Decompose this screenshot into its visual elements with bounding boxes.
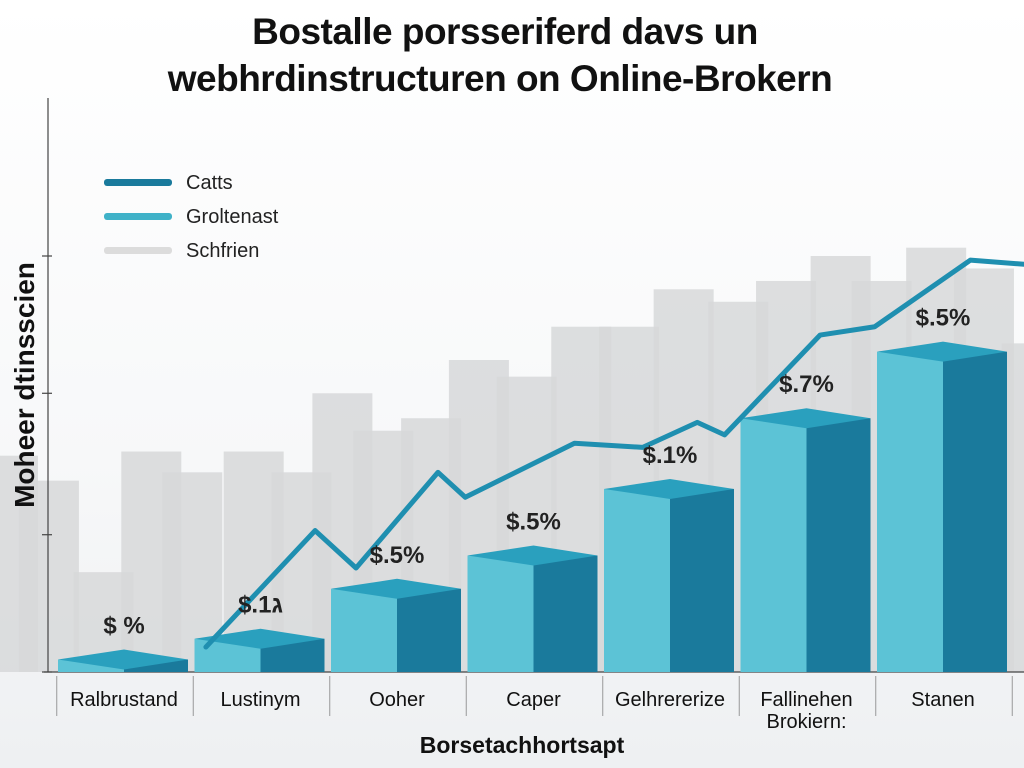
legend-swatch — [104, 247, 172, 254]
x-tick-label: Ooher — [369, 689, 425, 711]
bar-top — [604, 478, 734, 499]
value-label: $.1% — [643, 442, 698, 469]
chart-title-line-2: webhrdinstructuren on Online-Brokern — [167, 58, 833, 99]
bar — [194, 628, 325, 672]
bar-side — [533, 555, 598, 672]
legend: Catts Groltenast Schfrien — [104, 172, 279, 262]
x-axis-label: Borsetachhortsapt — [420, 732, 625, 758]
legend-label: Schfrien — [186, 240, 259, 262]
bar — [740, 408, 871, 672]
x-tick-label: Ralbrustand — [70, 689, 178, 711]
bar-front — [877, 351, 943, 672]
x-tick-label: Stanen — [911, 689, 974, 711]
x-tick-label: Caper — [506, 689, 561, 711]
bar-top — [194, 628, 325, 649]
x-tick-label: Brokiern: — [766, 711, 846, 733]
legend-swatch — [104, 179, 172, 186]
legend-swatch — [104, 213, 172, 220]
bar-side — [943, 351, 1007, 672]
bar-top — [740, 408, 871, 429]
bar-top — [877, 341, 1007, 362]
trend-line-layer — [203, 257, 1024, 650]
bar-front — [331, 588, 397, 672]
chart-title-line-1: Bostalle porsseriferd davs un — [252, 11, 758, 52]
x-tick-label: Gelhrererize — [615, 689, 725, 711]
legend-label: Groltenast — [186, 206, 279, 228]
bar-front — [467, 555, 534, 672]
axes: Ralbrustand Lustinym Ooher Caper Gelhrereriz… — [42, 98, 1024, 733]
value-label: $.5% — [370, 542, 425, 569]
bar — [331, 578, 461, 672]
x-tick-label: Lustinym — [220, 689, 300, 711]
bar — [58, 649, 188, 672]
bar — [467, 545, 598, 672]
bar-front — [604, 488, 670, 672]
x-tick-label: Fallinehen — [760, 689, 852, 711]
bar — [604, 478, 734, 672]
background-bar — [18, 480, 79, 672]
bar-top — [331, 578, 461, 599]
bar-side — [397, 588, 461, 672]
bar-top — [58, 649, 188, 670]
value-label: $.1ג — [238, 592, 283, 619]
value-labels: $ % $.1ג $.5% $.5% $.1% $.7% $.5% — [103, 305, 970, 640]
bars — [58, 341, 1007, 672]
bar-side — [806, 418, 871, 672]
bar — [877, 341, 1007, 672]
value-label: $ % — [103, 613, 144, 640]
bar-front — [740, 418, 807, 672]
value-label: $.5% — [506, 509, 561, 536]
background-bar — [1001, 343, 1024, 672]
legend-label: Catts — [186, 172, 233, 194]
y-axis-label: Moheer dtinsscien — [9, 262, 40, 508]
bar-top — [467, 545, 598, 566]
trend-line — [203, 257, 1024, 650]
value-label: $.5% — [916, 305, 971, 332]
bar-side — [670, 488, 734, 672]
value-label: $.7% — [779, 371, 834, 398]
